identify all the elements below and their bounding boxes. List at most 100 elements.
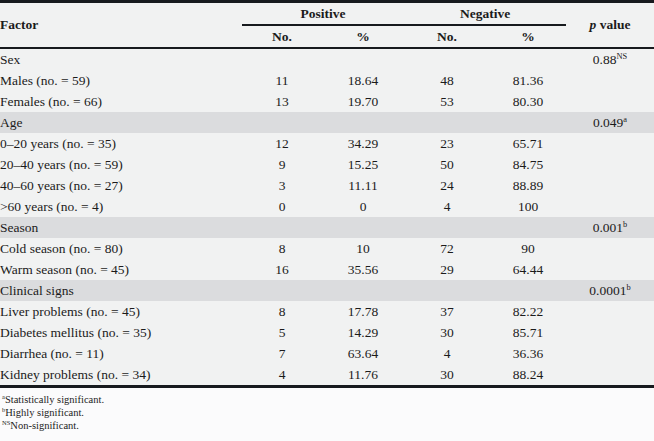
negative-header: Negative — [404, 2, 566, 26]
p-superscript: b — [626, 282, 630, 291]
empty-cell — [566, 238, 654, 259]
table-row: Warm season (no. = 45) 16 35.56 29 64.44 — [0, 259, 654, 280]
table-row: Males (no. = 59) 11 18.64 48 81.36 — [0, 70, 654, 91]
empty-cell — [490, 48, 566, 70]
item-label: Cold season (no. = 80) — [0, 238, 242, 259]
negative-pct: 100 — [490, 196, 566, 217]
negative-no: 72 — [404, 238, 490, 259]
negative-pct-header: % — [490, 25, 566, 48]
negative-pct: 85.71 — [490, 322, 566, 343]
empty-cell — [322, 112, 404, 133]
empty-cell — [566, 70, 654, 91]
item-label: 40–60 years (no. = 27) — [0, 175, 242, 196]
footnote-text: Highly significant. — [5, 407, 84, 418]
positive-no: 8 — [242, 301, 322, 322]
item-label: Diabetes mellitus (no. = 35) — [0, 322, 242, 343]
positive-pct: 18.64 — [322, 70, 404, 91]
positive-header: Positive — [242, 2, 404, 26]
negative-no: 50 — [404, 154, 490, 175]
table-row-section-clinical-signs: Clinical signs 0.0001b — [0, 280, 654, 301]
negative-no: 4 — [404, 196, 490, 217]
empty-cell — [242, 217, 322, 238]
item-label: Females (no. = 66) — [0, 91, 242, 112]
negative-pct: 88.24 — [490, 364, 566, 387]
empty-cell — [490, 280, 566, 301]
table-body: Sex 0.88NS Males (no. = 59) 11 18.64 48 … — [0, 48, 654, 387]
positive-pct: 0 — [322, 196, 404, 217]
section-label: Age — [0, 112, 242, 133]
empty-cell — [404, 112, 490, 133]
positive-no: 12 — [242, 133, 322, 154]
table-row: Females (no. = 66) 13 19.70 53 80.30 — [0, 91, 654, 112]
item-label: Diarrhea (no. = 11) — [0, 343, 242, 364]
table-row: Cold season (no. = 80) 8 10 72 90 — [0, 238, 654, 259]
negative-pct: 64.44 — [490, 259, 566, 280]
table-row: 0–20 years (no. = 35) 12 34.29 23 65.71 — [0, 133, 654, 154]
positive-no: 16 — [242, 259, 322, 280]
positive-pct: 63.64 — [322, 343, 404, 364]
negative-no: 30 — [404, 364, 490, 387]
empty-cell — [404, 217, 490, 238]
empty-cell — [566, 343, 654, 364]
table-header: Factor Positive Negative p value No. % N… — [0, 2, 654, 49]
positive-no: 0 — [242, 196, 322, 217]
positive-pct: 14.29 — [322, 322, 404, 343]
p-value-label: value — [596, 17, 630, 32]
negative-no: 23 — [404, 133, 490, 154]
p-value: 0.88 — [593, 52, 617, 67]
item-label: Liver problems (no. = 45) — [0, 301, 242, 322]
footnote-non-significant: NSNon-significant. — [2, 419, 654, 432]
table-row: >60 years (no. = 4) 0 0 4 100 — [0, 196, 654, 217]
table-row-section-age: Age 0.049a — [0, 112, 654, 133]
empty-cell — [490, 112, 566, 133]
table-row: Kidney problems (no. = 34) 4 11.76 30 88… — [0, 364, 654, 387]
header-row-groups: Factor Positive Negative p value — [0, 2, 654, 26]
item-label: >60 years (no. = 4) — [0, 196, 242, 217]
negative-pct: 88.89 — [490, 175, 566, 196]
empty-cell — [322, 217, 404, 238]
empty-cell — [566, 196, 654, 217]
positive-pct-header: % — [322, 25, 404, 48]
table-row-section-season: Season 0.001b — [0, 217, 654, 238]
positive-no: 11 — [242, 70, 322, 91]
empty-cell — [322, 48, 404, 70]
p-superscript: b — [623, 219, 627, 228]
item-label: 0–20 years (no. = 35) — [0, 133, 242, 154]
positive-pct: 19.70 — [322, 91, 404, 112]
table-row: Liver problems (no. = 45) 8 17.78 37 82.… — [0, 301, 654, 322]
empty-cell — [404, 280, 490, 301]
scanned-table-page: Factor Positive Negative p value No. % N… — [0, 0, 654, 441]
positive-pct: 11.11 — [322, 175, 404, 196]
empty-cell — [322, 280, 404, 301]
p-value-cell: 0.0001b — [566, 280, 654, 301]
negative-pct: 84.75 — [490, 154, 566, 175]
negative-no: 24 — [404, 175, 490, 196]
factor-header: Factor — [0, 2, 242, 49]
negative-no: 4 — [404, 343, 490, 364]
p-value-cell: 0.88NS — [566, 48, 654, 70]
p-value: 0.0001 — [589, 283, 626, 298]
section-label: Sex — [0, 48, 242, 70]
footnote-text: Non-significant. — [10, 420, 79, 431]
negative-no: 29 — [404, 259, 490, 280]
p-value: 0.049 — [593, 115, 623, 130]
positive-no: 4 — [242, 364, 322, 387]
empty-cell — [566, 322, 654, 343]
positive-pct: 11.76 — [322, 364, 404, 387]
positive-no: 9 — [242, 154, 322, 175]
negative-pct: 80.30 — [490, 91, 566, 112]
positive-pct: 15.25 — [322, 154, 404, 175]
empty-cell — [566, 133, 654, 154]
negative-no: 30 — [404, 322, 490, 343]
p-value-cell: 0.049a — [566, 112, 654, 133]
p-superscript: a — [623, 114, 627, 123]
negative-no: 37 — [404, 301, 490, 322]
item-label: Kidney problems (no. = 34) — [0, 364, 242, 387]
positive-no: 5 — [242, 322, 322, 343]
empty-cell — [242, 112, 322, 133]
negative-no-header: No. — [404, 25, 490, 48]
negative-pct: 65.71 — [490, 133, 566, 154]
positive-no: 13 — [242, 91, 322, 112]
empty-cell — [242, 280, 322, 301]
section-label: Clinical signs — [0, 280, 242, 301]
